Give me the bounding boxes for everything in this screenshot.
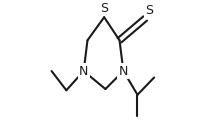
Text: S: S <box>145 4 153 17</box>
Text: N: N <box>79 65 88 78</box>
Text: S: S <box>100 2 108 15</box>
Text: N: N <box>119 65 128 78</box>
